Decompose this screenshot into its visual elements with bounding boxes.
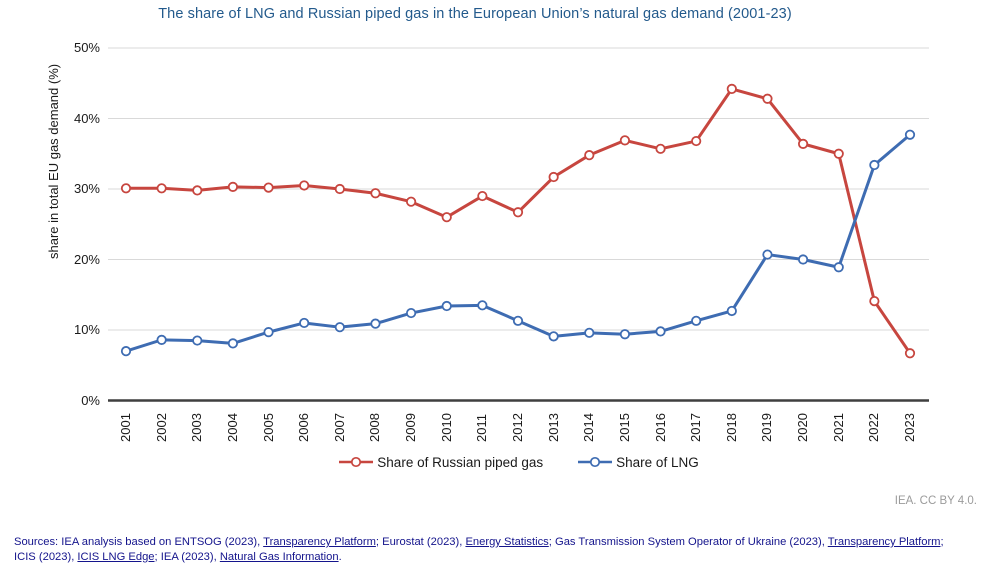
legend-label-lng: Share of LNG — [616, 454, 699, 470]
x-tick-label: 2015 — [616, 413, 632, 443]
data-point-marker — [691, 135, 702, 147]
data-point-marker — [156, 334, 167, 345]
y-tick-label: 40% — [73, 110, 100, 126]
source-link[interactable]: Transparency Platform — [263, 536, 376, 548]
legend-line-marker-blue-icon — [578, 456, 613, 468]
data-point-marker — [797, 138, 809, 149]
chart-title: The share of LNG and Russian piped gas i… — [158, 6, 792, 22]
data-point-marker — [299, 317, 310, 329]
data-point-marker — [370, 188, 381, 199]
source-text: ; Eurostat (2023), — [375, 536, 466, 548]
x-tick-label: 2019 — [759, 413, 775, 443]
legend-item-lng: Share of LNG — [577, 455, 699, 470]
data-point-marker — [904, 348, 916, 359]
x-tick-label: 2017 — [688, 413, 704, 443]
x-tick-label: 2004 — [224, 413, 240, 443]
data-point-marker — [869, 295, 880, 307]
data-point-marker — [548, 171, 559, 183]
data-point-marker — [548, 331, 559, 342]
y-tick-label: 50% — [73, 40, 100, 55]
source-link[interactable]: Natural Gas Information — [219, 550, 339, 563]
data-point-marker — [405, 307, 417, 319]
legend-line-marker-red-icon — [339, 456, 374, 468]
data-point-marker — [833, 148, 844, 159]
data-point-marker — [512, 207, 524, 218]
x-tick-label: 2012 — [510, 413, 525, 443]
data-point-marker — [227, 181, 239, 192]
data-point-marker — [334, 183, 345, 195]
x-tick-label: 2020 — [795, 413, 811, 443]
source-text: ; ICIS (2023), — [14, 536, 944, 563]
x-tick-label: 2013 — [545, 413, 561, 443]
data-point-marker — [584, 327, 595, 338]
y-tick-label: 10% — [73, 322, 100, 337]
sources-note: Sources: IEA analysis based on ENTSOG (2… — [14, 535, 964, 564]
data-point-marker — [477, 300, 488, 311]
source-text: . — [338, 550, 342, 563]
source-text: Sources: IEA analysis based on ENTSOG (2… — [14, 536, 264, 548]
legend-item-russian-piped-gas: Share of Russian piped gas — [338, 455, 543, 470]
data-point-marker — [477, 190, 488, 202]
license-attribution: IEA. CC BY 4.0. — [894, 495, 977, 507]
data-point-marker — [441, 300, 452, 312]
data-point-marker — [370, 318, 381, 329]
source-text: ; IEA (2023), — [154, 550, 220, 563]
data-point-marker — [192, 185, 203, 196]
x-tick-label: 2006 — [296, 413, 312, 443]
source-text: ; Gas Transmission System Operator of Uk… — [548, 536, 828, 548]
data-point-marker — [120, 346, 132, 357]
data-point-marker — [904, 129, 916, 140]
x-tick-label: 2003 — [189, 413, 205, 443]
data-point-marker — [655, 326, 666, 337]
x-tick-label: 2011 — [474, 414, 490, 442]
data-point-marker — [405, 196, 417, 207]
data-point-marker — [619, 135, 631, 146]
data-point-marker — [227, 338, 239, 349]
chart-legend: Share of Russian piped gas Share of LNG — [108, 451, 929, 473]
source-link[interactable]: ICIS LNG Edge — [77, 550, 155, 563]
series-line — [124, 87, 912, 355]
x-tick-label: 2009 — [403, 413, 419, 443]
y-tick-label: 30% — [73, 181, 100, 196]
data-point-marker — [797, 254, 809, 265]
data-point-marker — [192, 335, 203, 346]
y-tick-label: 0% — [81, 392, 100, 408]
data-point-marker — [726, 83, 737, 94]
y-tick-label: 20% — [73, 251, 100, 267]
data-point-marker — [584, 150, 595, 161]
data-point-marker — [512, 315, 524, 326]
x-tick-label: 2018 — [723, 413, 739, 443]
data-point-marker — [120, 183, 132, 194]
data-point-marker — [263, 327, 274, 338]
x-tick-label: 2007 — [331, 413, 347, 443]
data-point-marker — [869, 159, 880, 171]
x-tick-label: 2016 — [652, 413, 668, 443]
source-link[interactable]: Transparency Platform — [827, 536, 941, 548]
data-point-marker — [156, 183, 167, 194]
data-point-marker — [299, 180, 310, 191]
source-link[interactable]: Energy Statistics — [465, 536, 549, 548]
data-point-marker — [762, 249, 773, 260]
x-tick-label: 2010 — [438, 413, 454, 443]
data-point-marker — [263, 182, 274, 193]
x-tick-label: 2023 — [902, 413, 917, 443]
x-tick-label: 2014 — [581, 413, 597, 443]
data-point-marker — [726, 305, 737, 317]
x-tick-label: 2002 — [153, 413, 169, 443]
x-tick-label: 2001 — [118, 413, 133, 443]
data-point-marker — [619, 329, 631, 340]
data-point-marker — [655, 143, 666, 154]
x-tick-label: 2005 — [260, 413, 276, 443]
data-point-marker — [441, 212, 452, 223]
x-tick-label: 2022 — [866, 413, 882, 443]
data-point-marker — [334, 322, 345, 333]
data-point-marker — [691, 315, 702, 326]
x-tick-label: 2008 — [367, 413, 383, 443]
legend-label-russian-piped-gas: Share of Russian piped gas — [377, 454, 544, 470]
x-tick-label: 2021 — [830, 413, 846, 443]
data-point-marker — [833, 262, 844, 273]
data-point-marker — [762, 93, 773, 104]
